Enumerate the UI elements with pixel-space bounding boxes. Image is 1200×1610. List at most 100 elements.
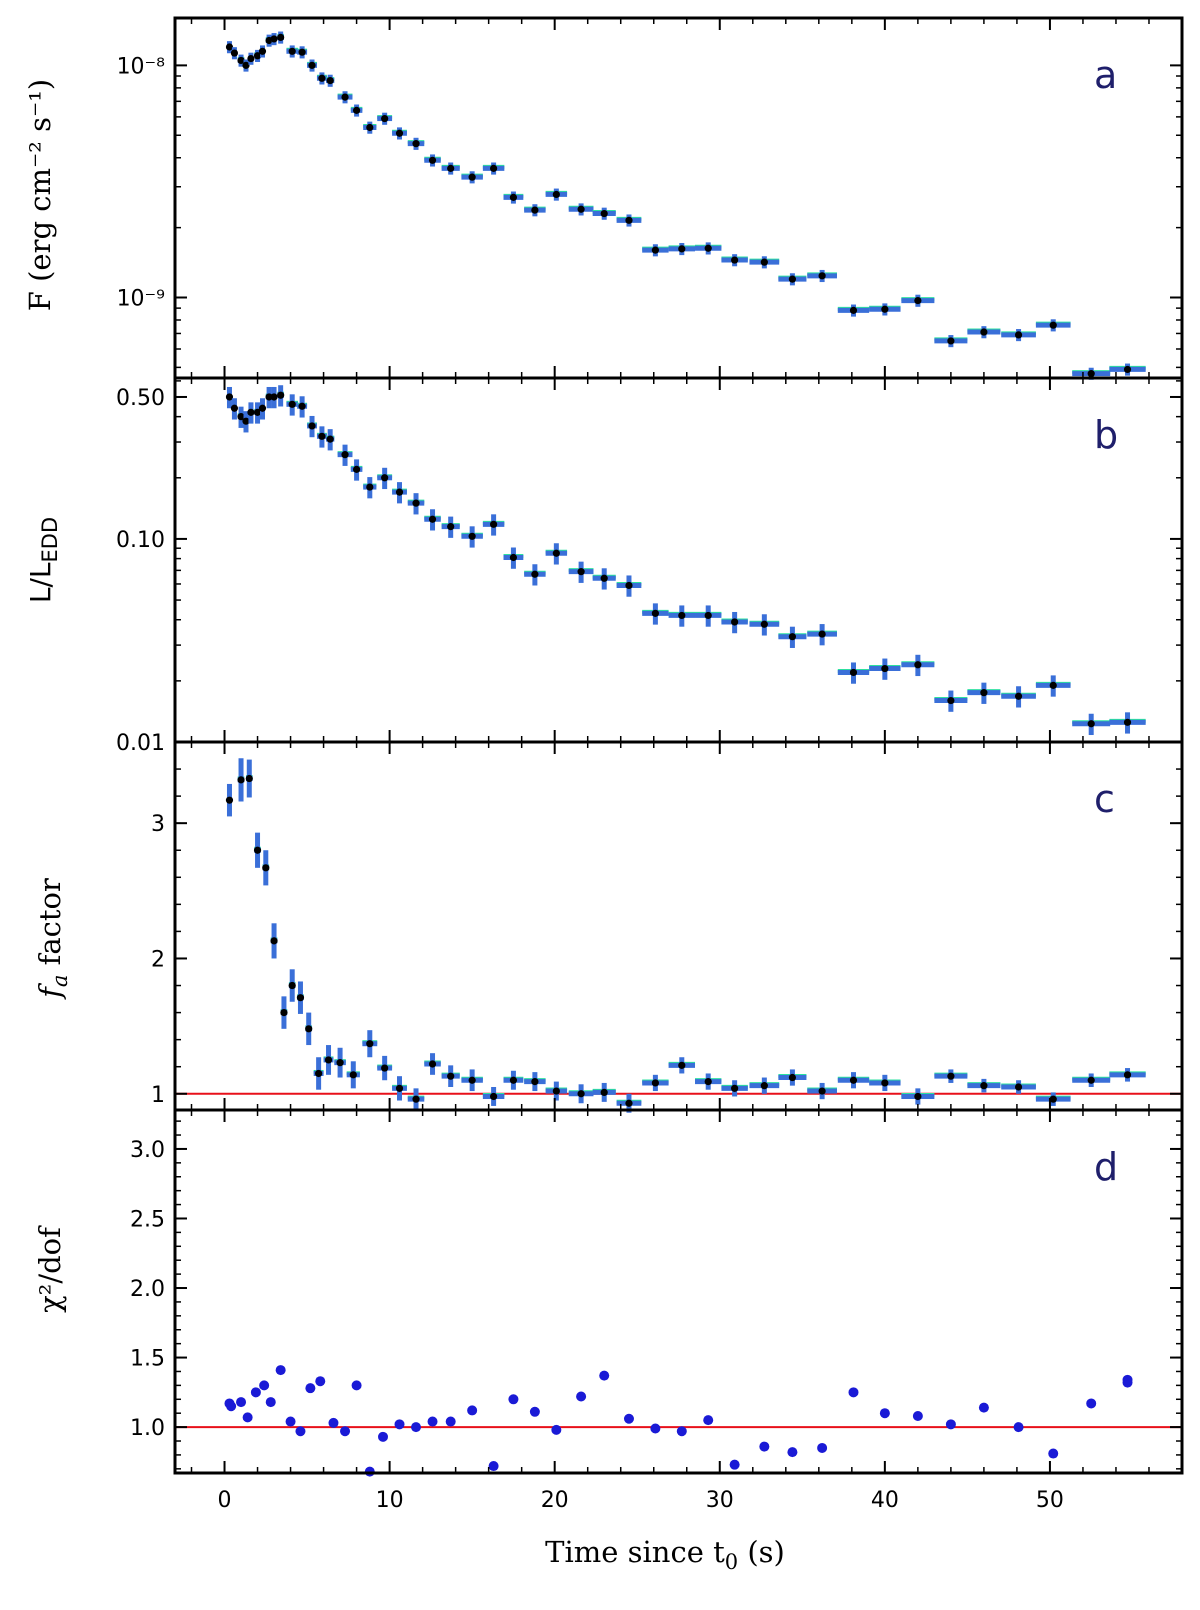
data-point bbox=[600, 209, 608, 218]
data-point bbox=[914, 1092, 922, 1101]
data-point bbox=[236, 1397, 247, 1408]
data-point bbox=[1014, 1083, 1023, 1091]
data-point bbox=[468, 1076, 476, 1084]
data-point bbox=[258, 404, 267, 412]
panels-layer: 10⁻⁸ 10⁻⁹ a 0.50 0.10 0.01 b 1 2 3 c 1.0 1.5 2.0 2.5 3.… bbox=[116, 16, 1184, 1513]
data-point bbox=[378, 1431, 389, 1442]
data-point bbox=[318, 74, 326, 82]
data-point bbox=[1123, 1071, 1132, 1079]
data-point bbox=[447, 1072, 455, 1080]
x-tick-label: 20 bbox=[541, 1488, 569, 1513]
x-tick-label: 10 bbox=[376, 1488, 404, 1513]
data-point bbox=[488, 1461, 499, 1472]
data-point bbox=[242, 61, 250, 69]
data-point bbox=[394, 1419, 405, 1430]
data-point bbox=[531, 1077, 539, 1086]
data-point bbox=[980, 1082, 988, 1090]
data-point bbox=[270, 35, 278, 43]
data-point bbox=[237, 413, 245, 421]
panel-letter-d: d bbox=[1094, 1145, 1118, 1189]
data-point bbox=[914, 296, 922, 305]
data-point bbox=[262, 864, 270, 872]
data-point bbox=[225, 43, 234, 51]
y-tick-label: 3 bbox=[151, 812, 165, 837]
data-point bbox=[731, 1084, 739, 1092]
data-point bbox=[551, 1424, 562, 1435]
data-point bbox=[529, 1406, 540, 1417]
panel-b: 0.50 0.10 0.01 b bbox=[116, 376, 1184, 756]
data-point bbox=[817, 1442, 828, 1453]
data-point bbox=[1049, 321, 1057, 329]
data-point bbox=[914, 661, 922, 669]
data-point bbox=[275, 1365, 286, 1376]
data-point bbox=[1014, 692, 1023, 700]
data-point bbox=[395, 129, 404, 137]
data-point bbox=[411, 1422, 422, 1433]
data-series bbox=[225, 758, 1146, 1113]
data-point bbox=[366, 483, 374, 491]
data-point bbox=[625, 581, 633, 590]
panel-frame bbox=[173, 376, 1184, 744]
data-point bbox=[759, 1441, 770, 1452]
data-point bbox=[788, 1073, 797, 1082]
data-point bbox=[849, 668, 858, 677]
data-point bbox=[1013, 1422, 1024, 1433]
data-point bbox=[253, 408, 262, 416]
data-point bbox=[577, 205, 585, 213]
data-point bbox=[980, 328, 988, 336]
data-point bbox=[818, 630, 826, 638]
data-point bbox=[1049, 1095, 1057, 1103]
data-point bbox=[395, 1084, 404, 1092]
data-point bbox=[1087, 1076, 1095, 1084]
y-tick-label: 1.0 bbox=[130, 1416, 165, 1441]
data-point bbox=[731, 618, 739, 626]
data-point bbox=[277, 391, 285, 399]
data-point bbox=[318, 432, 326, 440]
y-axis-title-c: fa factor bbox=[33, 878, 72, 1000]
y-tick-label: 1.5 bbox=[130, 1347, 165, 1372]
data-point bbox=[253, 52, 262, 60]
data-point bbox=[447, 164, 455, 172]
x-tick-label: 0 bbox=[218, 1488, 232, 1513]
data-point bbox=[848, 1387, 859, 1398]
data-point bbox=[270, 393, 278, 401]
y-tick-label: 0.01 bbox=[116, 731, 165, 756]
data-point bbox=[226, 1401, 237, 1412]
y-tick-label: 1 bbox=[151, 1083, 165, 1108]
data-series bbox=[225, 385, 1146, 736]
data-point bbox=[298, 402, 306, 410]
y-tick-label: 10⁻⁹ bbox=[117, 287, 165, 312]
data-point bbox=[760, 620, 768, 628]
y-tick-label: 0.10 bbox=[116, 528, 165, 553]
data-point bbox=[288, 400, 296, 408]
data-point bbox=[315, 1376, 326, 1387]
data-point bbox=[265, 393, 273, 401]
data-point bbox=[947, 1072, 955, 1080]
data-point bbox=[340, 1426, 351, 1437]
data-point bbox=[1048, 1448, 1059, 1459]
x-tick-label: 30 bbox=[706, 1488, 734, 1513]
data-point bbox=[818, 272, 826, 280]
panel-c: 1 2 3 c bbox=[151, 740, 1184, 1113]
y-tick-label: 10⁻⁸ bbox=[117, 54, 166, 79]
data-point bbox=[366, 1040, 374, 1048]
data-point bbox=[225, 393, 234, 401]
data-point bbox=[818, 1087, 826, 1095]
data-point bbox=[242, 1412, 253, 1423]
data-point bbox=[509, 553, 518, 562]
data-point bbox=[623, 1413, 634, 1424]
data-point bbox=[788, 275, 797, 283]
data-point bbox=[651, 609, 659, 617]
data-point bbox=[352, 465, 361, 473]
data-point bbox=[760, 1082, 768, 1090]
data-point bbox=[947, 696, 955, 705]
data-point bbox=[381, 1064, 389, 1072]
data-point bbox=[849, 306, 858, 314]
data-point bbox=[760, 258, 768, 266]
data-point bbox=[258, 47, 267, 55]
data-point bbox=[788, 633, 797, 641]
data-point bbox=[787, 1447, 798, 1458]
data-point bbox=[1049, 681, 1057, 689]
data-point bbox=[704, 244, 712, 252]
data-point bbox=[328, 1417, 339, 1428]
